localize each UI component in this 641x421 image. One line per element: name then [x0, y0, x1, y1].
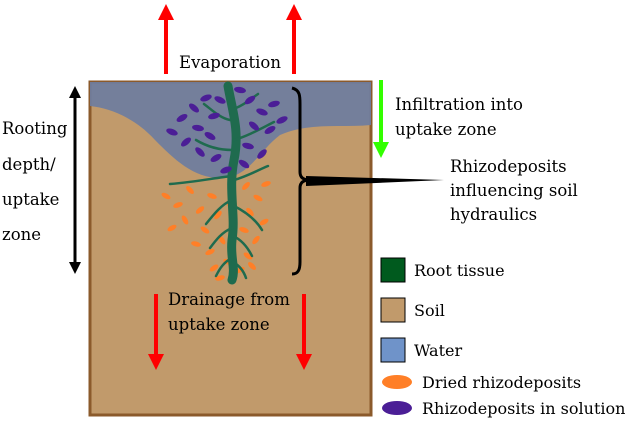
hydraulics-pointer: [306, 176, 444, 186]
rooting-depth-label: Rooting depth/ uptake zone: [2, 119, 73, 244]
legend-label-soil: Soil: [414, 301, 445, 320]
hydraulics-label: Rhizodeposits influencing soil hydraulic…: [450, 157, 583, 224]
legend-swatch-water: [380, 337, 406, 363]
drainage-label: Drainage from uptake zone: [168, 290, 295, 334]
legend-swatch-soil: [380, 297, 406, 323]
legend-label-rhizodeposits-solution: Rhizodeposits in solution: [422, 399, 625, 418]
legend-label-root-tissue: Root tissue: [414, 261, 505, 280]
legend-label-dried-rhizodeposits: Dried rhizodeposits: [422, 373, 581, 392]
root-system: [168, 81, 276, 285]
legend-label-water: Water: [414, 341, 462, 360]
evaporation-label: Evaporation: [179, 53, 281, 72]
legend: Root tissue Soil Water Dried rhizodeposi…: [380, 257, 625, 418]
legend-swatch-root-tissue: [380, 257, 406, 283]
infiltration-label: Infiltration into uptake zone: [395, 95, 528, 139]
legend-swatch-rhizodeposits-solution: [382, 401, 412, 415]
legend-swatch-dried-rhizodeposits: [382, 375, 412, 389]
rhizodeposits-in-solution: [166, 86, 288, 174]
